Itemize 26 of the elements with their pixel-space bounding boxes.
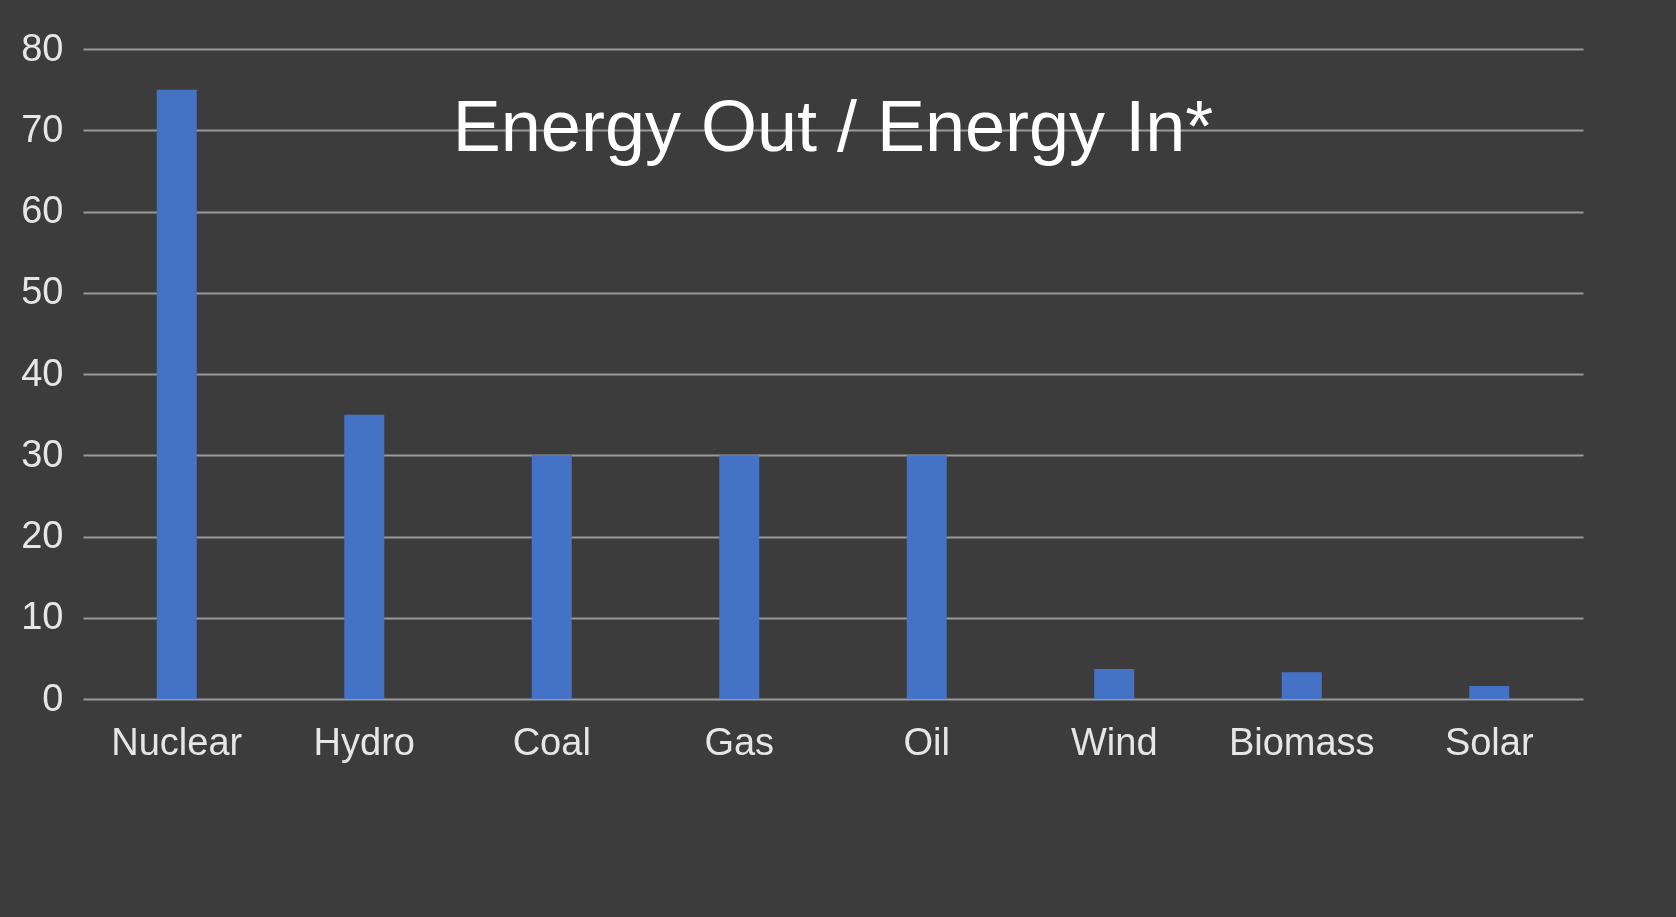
y-tick-label: 40: [21, 351, 64, 394]
y-tick-label: 30: [21, 432, 64, 475]
bar: [1281, 672, 1322, 699]
bar: [344, 414, 385, 699]
y-tick-label: 70: [21, 107, 64, 150]
y-tick-label: 0: [42, 676, 64, 719]
y-tick-label: 20: [21, 514, 64, 556]
text: Energy Out / Energy In*: [452, 86, 1214, 166]
x-tick-label: Wind: [1070, 720, 1158, 763]
y-tick-label: 50: [21, 270, 64, 313]
bar: [1094, 668, 1135, 699]
bar: [719, 455, 760, 699]
x-tick-label: Nuclear: [111, 720, 243, 763]
bar: [1469, 686, 1510, 699]
bar: [906, 455, 947, 699]
y-tick-label: 80: [21, 26, 64, 69]
x-tick-label: Hydro: [313, 720, 415, 763]
x-tick-label: Gas: [704, 720, 775, 763]
x-tick-label: Biomass: [1228, 720, 1375, 763]
bar: [156, 89, 197, 699]
bar: [531, 455, 572, 699]
x-tick-label: Coal: [512, 720, 591, 763]
y-tick-label: 60: [21, 189, 64, 231]
x-tick-label: Oil: [903, 720, 950, 763]
y-tick-label: 10: [21, 595, 64, 638]
x-tick-label: Solar: [1444, 720, 1534, 763]
